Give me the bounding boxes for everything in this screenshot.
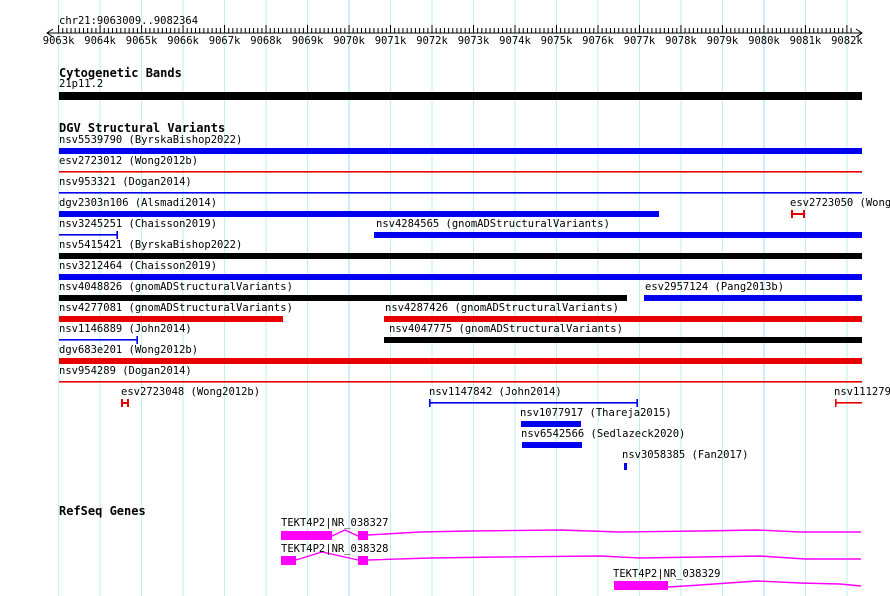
variant-nsv4287426[interactable] bbox=[384, 316, 862, 322]
variant-esv2957124[interactable] bbox=[644, 295, 862, 301]
variant-nsv1077917[interactable] bbox=[521, 421, 581, 427]
variant-dgv2303n106[interactable] bbox=[59, 211, 659, 217]
gene-TEKT4P2-NR-038327[interactable] bbox=[281, 529, 861, 540]
variant-nsv1147842[interactable] bbox=[429, 399, 638, 407]
exon[interactable] bbox=[281, 531, 332, 540]
variant-esv2723048[interactable] bbox=[121, 399, 129, 407]
variant-dgv683e201[interactable] bbox=[59, 358, 862, 364]
gene-TEKT4P2-NR-038329[interactable] bbox=[614, 580, 862, 590]
variant-nsv3058385[interactable] bbox=[624, 463, 627, 470]
variant-nsv1146889[interactable] bbox=[59, 336, 138, 344]
variant-nsv6542566[interactable] bbox=[522, 442, 582, 448]
gene-TEKT4P2-NR-038328[interactable] bbox=[281, 551, 861, 565]
variant-nsv953321[interactable] bbox=[59, 192, 862, 194]
variant-esv2723012[interactable] bbox=[59, 171, 862, 173]
exon[interactable] bbox=[358, 531, 368, 540]
variant-nsv5539790[interactable] bbox=[59, 148, 862, 154]
ruler-left-arrow-icon bbox=[46, 28, 54, 38]
cytoband-bar[interactable] bbox=[59, 92, 862, 100]
variant-nsv3212464[interactable] bbox=[59, 274, 862, 280]
variant-nsv4047775[interactable] bbox=[384, 337, 862, 343]
variant-nsv3245251[interactable] bbox=[59, 231, 118, 239]
variant-nsv5415421[interactable] bbox=[59, 253, 862, 259]
variant-nsv1112790[interactable] bbox=[835, 399, 862, 407]
exon[interactable] bbox=[358, 556, 368, 565]
variant-nsv4048826[interactable] bbox=[59, 295, 627, 301]
variant-nsv954289[interactable] bbox=[59, 381, 862, 383]
coordinate-ruler bbox=[46, 25, 863, 38]
variant-nsv4277081[interactable] bbox=[59, 316, 283, 322]
exon[interactable] bbox=[281, 556, 296, 565]
exon[interactable] bbox=[614, 581, 668, 590]
ruler-right-arrow-icon bbox=[855, 28, 863, 38]
variant-nsv4284565[interactable] bbox=[374, 232, 862, 238]
variant-esv2723050[interactable] bbox=[791, 210, 805, 218]
